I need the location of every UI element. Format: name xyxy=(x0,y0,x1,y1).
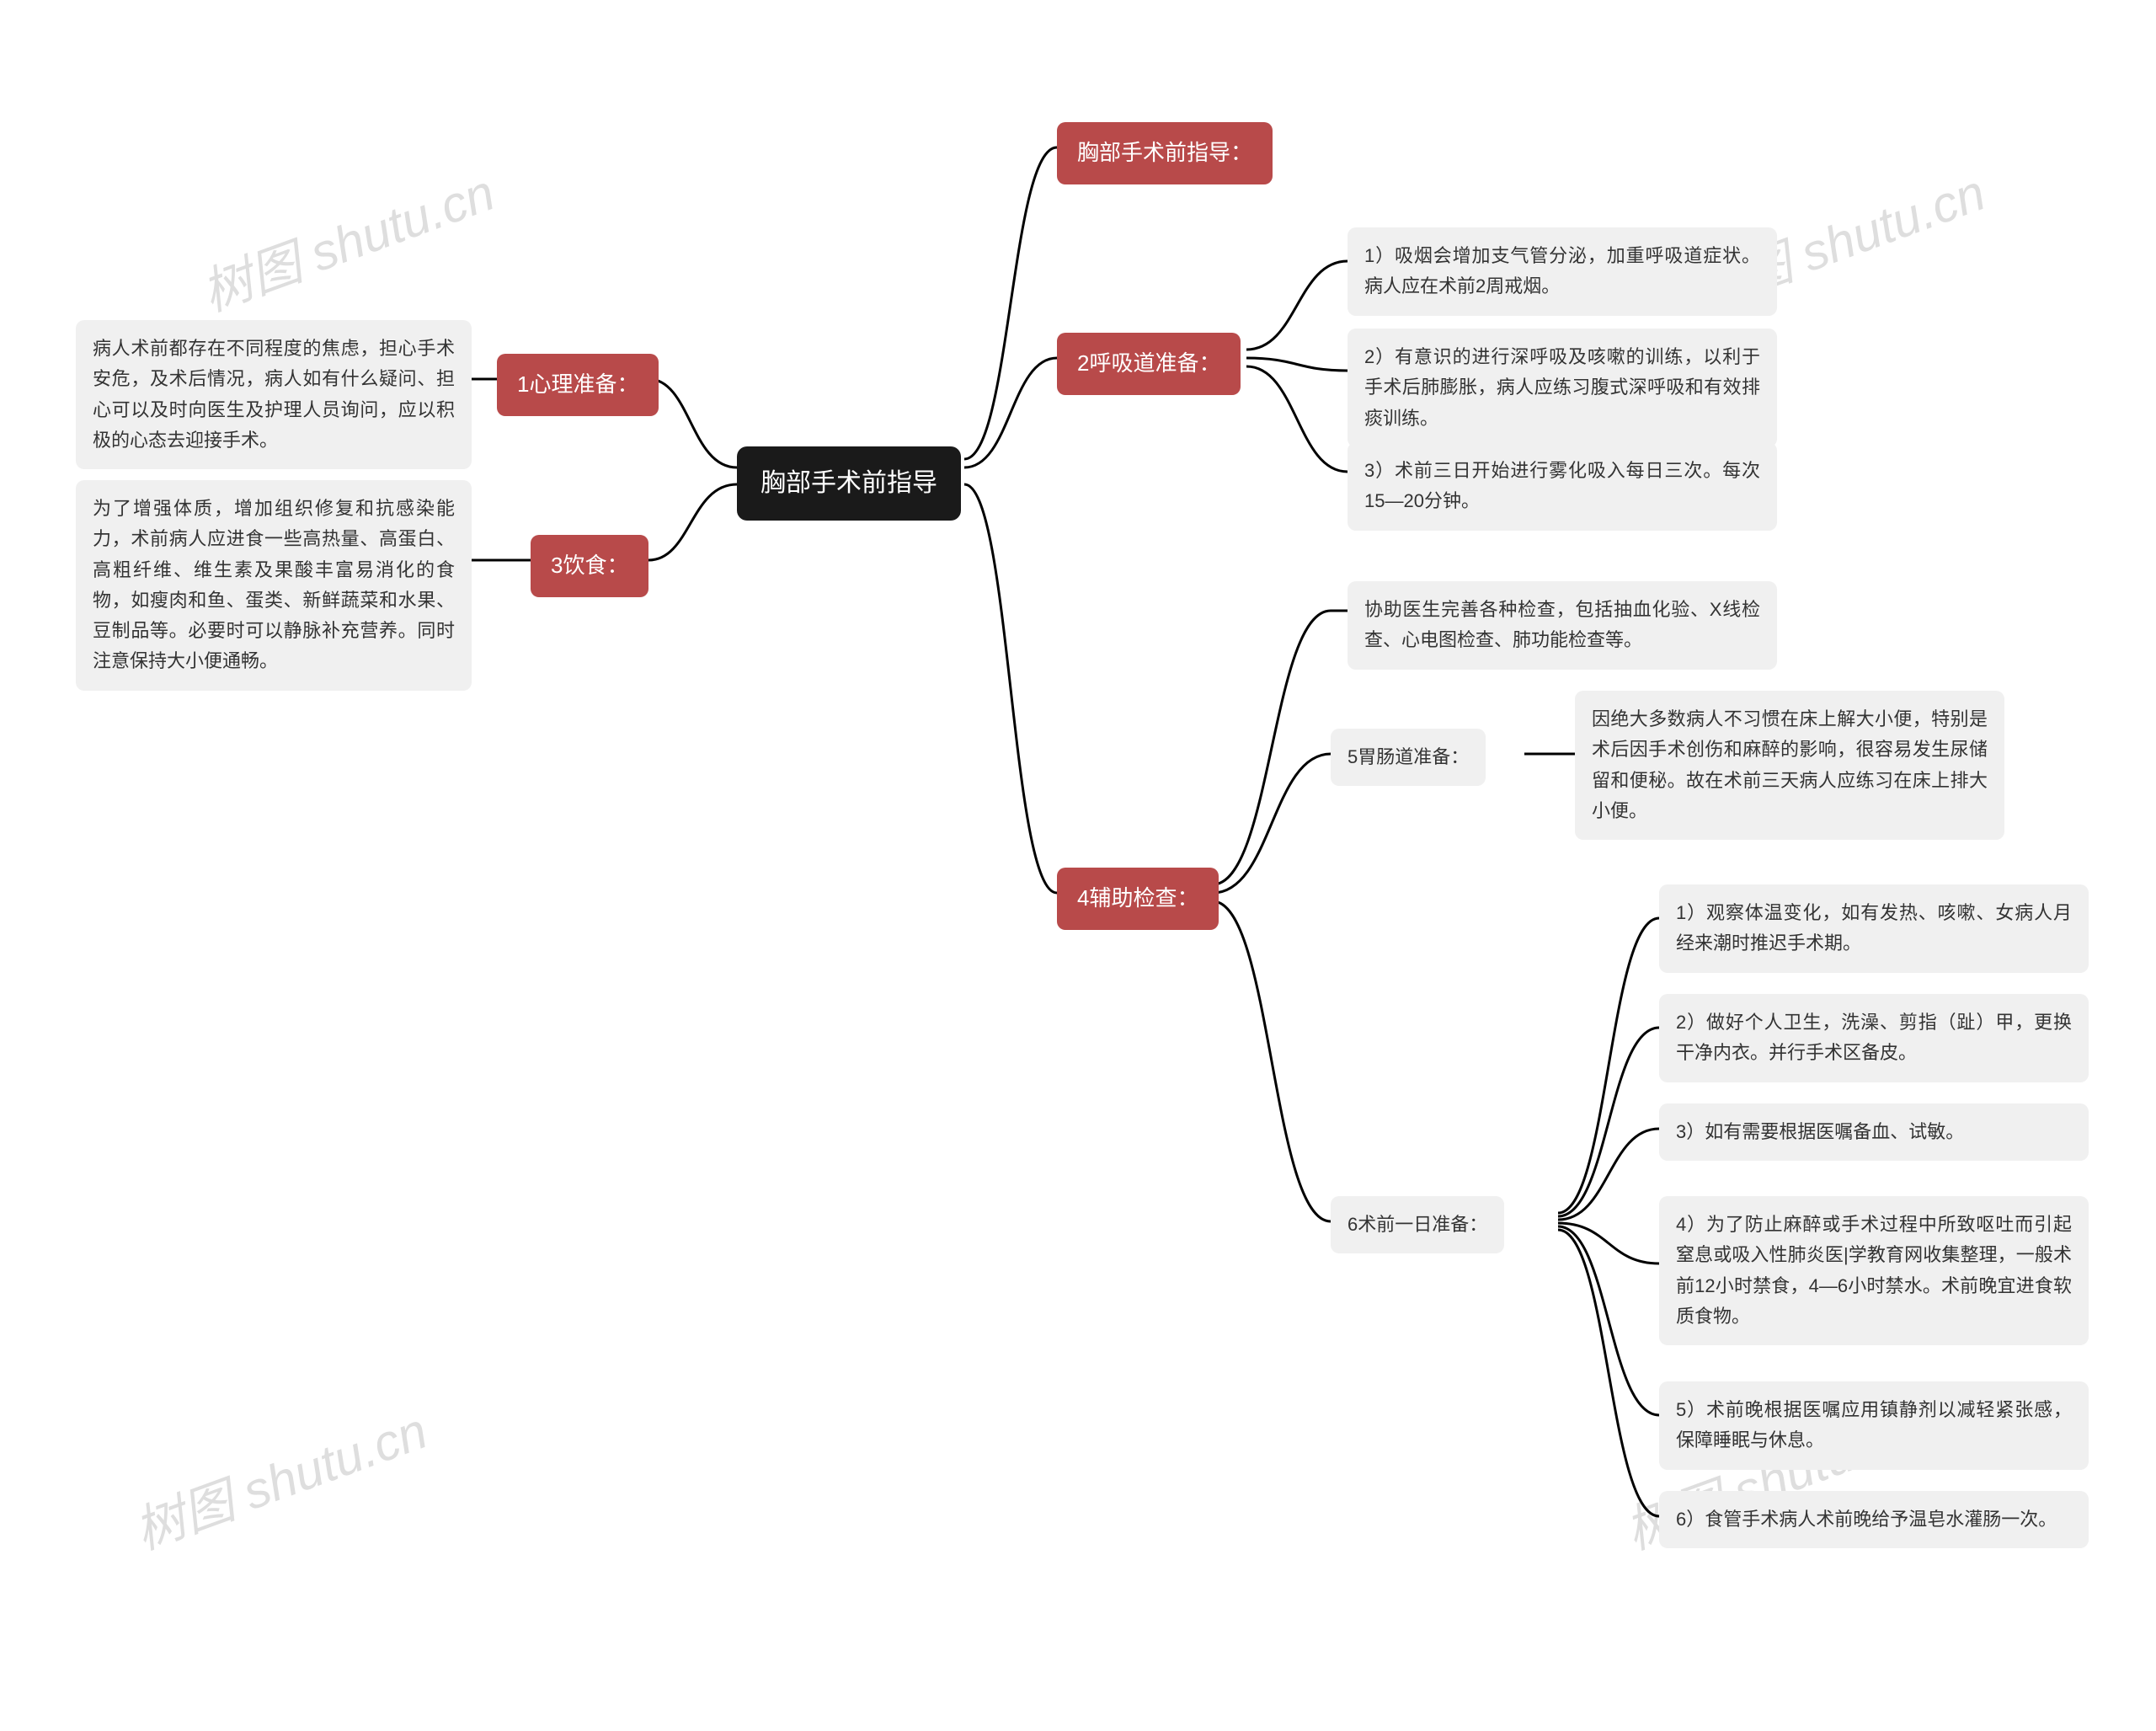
leaf-6-1[interactable]: 1）观察体温变化，如有发热、咳嗽、女病人月经来潮时推迟手术期。 xyxy=(1659,884,2089,973)
leaf-text: 为了增强体质，增加组织修复和抗感染能力，术前病人应进食一些高热量、高蛋白、高粗纤… xyxy=(93,498,455,671)
leaf-6-6[interactable]: 6）食管手术病人术前晚给予温皂水灌肠一次。 xyxy=(1659,1491,2089,1548)
branch-label: 4辅助检查： xyxy=(1077,885,1198,911)
branch-5[interactable]: 5胃肠道准备： xyxy=(1331,729,1486,786)
branch-1[interactable]: 1心理准备： xyxy=(497,354,659,416)
leaf-text: 1）吸烟会增加支气管分泌，加重呼吸道症状。病人应在术前2周戒烟。 xyxy=(1364,245,1760,297)
branch-label: 胸部手术前指导： xyxy=(1077,140,1252,165)
branch-4[interactable]: 4辅助检查： xyxy=(1057,868,1219,930)
leaf-6-3[interactable]: 3）如有需要根据医嘱备血、试敏。 xyxy=(1659,1103,2089,1161)
leaf-2-3[interactable]: 3）术前三日开始进行雾化吸入每日三次。每次15—20分钟。 xyxy=(1348,442,1777,531)
branch-label: 3饮食： xyxy=(551,553,628,578)
leaf-text: 因绝大多数病人不习惯在床上解大小便，特别是术后因手术创伤和麻醉的影响，很容易发生… xyxy=(1592,708,1988,821)
leaf-text: 5）术前晚根据医嘱应用镇静剂以减轻紧张感，保障睡眠与休息。 xyxy=(1676,1399,2072,1451)
branch-label: 6术前一日准备： xyxy=(1348,1214,1487,1235)
watermark: 树图 shutu.cn xyxy=(190,152,503,325)
leaf-text: 3）如有需要根据医嘱备血、试敏。 xyxy=(1676,1121,1964,1142)
leaf-text: 1）观察体温变化，如有发热、咳嗽、女病人月经来潮时推迟手术期。 xyxy=(1676,902,2072,954)
leaf-2-1[interactable]: 1）吸烟会增加支气管分泌，加重呼吸道症状。病人应在术前2周戒烟。 xyxy=(1348,227,1777,316)
leaf-text: 2）做好个人卫生，洗澡、剪指（趾）甲，更换干净内衣。并行手术区备皮。 xyxy=(1676,1012,2072,1063)
leaf-text: 4）为了防止麻醉或手术过程中所致呕吐而引起窒息或吸入性肺炎医|学教育网收集整理，… xyxy=(1676,1214,2072,1327)
leaf-5[interactable]: 因绝大多数病人不习惯在床上解大小便，特别是术后因手术创伤和麻醉的影响，很容易发生… xyxy=(1575,691,2004,840)
leaf-6-4[interactable]: 4）为了防止麻醉或手术过程中所致呕吐而引起窒息或吸入性肺炎医|学教育网收集整理，… xyxy=(1659,1196,2089,1345)
leaf-text: 3）术前三日开始进行雾化吸入每日三次。每次15—20分钟。 xyxy=(1364,460,1760,511)
branch-label: 1心理准备： xyxy=(517,371,638,397)
leaf-1[interactable]: 病人术前都存在不同程度的焦虑，担心手术安危，及术后情况，病人如有什么疑问、担心可… xyxy=(76,320,472,469)
mindmap-canvas: 树图 shutu.cn 树图 shutu.cn 树图 shutu.cn 树图 s… xyxy=(0,0,2156,1731)
leaf-2-2[interactable]: 2）有意识的进行深呼吸及咳嗽的训练，以利于手术后肺膨胀，病人应练习腹式深呼吸和有… xyxy=(1348,329,1777,447)
connector-lines xyxy=(0,0,2156,1731)
leaf-text: 6）食管手术病人术前晚给予温皂水灌肠一次。 xyxy=(1676,1509,2057,1530)
branch-label: 2呼吸道准备： xyxy=(1077,350,1220,376)
leaf-6-2[interactable]: 2）做好个人卫生，洗澡、剪指（趾）甲，更换干净内衣。并行手术区备皮。 xyxy=(1659,994,2089,1082)
leaf-text: 2）有意识的进行深呼吸及咳嗽的训练，以利于手术后肺膨胀，病人应练习腹式深呼吸和有… xyxy=(1364,346,1760,429)
leaf-4-top[interactable]: 协助医生完善各种检查，包括抽血化验、X线检查、心电图检查、肺功能检查等。 xyxy=(1348,581,1777,670)
branch-6[interactable]: 6术前一日准备： xyxy=(1331,1196,1504,1253)
watermark: 树图 shutu.cn xyxy=(123,1390,435,1563)
leaf-text: 病人术前都存在不同程度的焦虑，担心手术安危，及术后情况，病人如有什么疑问、担心可… xyxy=(93,338,455,451)
root-label: 胸部手术前指导 xyxy=(760,469,937,497)
branch-label: 5胃肠道准备： xyxy=(1348,746,1469,767)
leaf-3[interactable]: 为了增强体质，增加组织修复和抗感染能力，术前病人应进食一些高热量、高蛋白、高粗纤… xyxy=(76,480,472,691)
root-node[interactable]: 胸部手术前指导 xyxy=(737,446,961,521)
branch-2[interactable]: 2呼吸道准备： xyxy=(1057,333,1241,395)
branch-top[interactable]: 胸部手术前指导： xyxy=(1057,122,1273,184)
leaf-text: 协助医生完善各种检查，包括抽血化验、X线检查、心电图检查、肺功能检查等。 xyxy=(1364,599,1760,650)
leaf-6-5[interactable]: 5）术前晚根据医嘱应用镇静剂以减轻紧张感，保障睡眠与休息。 xyxy=(1659,1381,2089,1470)
branch-3[interactable]: 3饮食： xyxy=(531,535,648,597)
